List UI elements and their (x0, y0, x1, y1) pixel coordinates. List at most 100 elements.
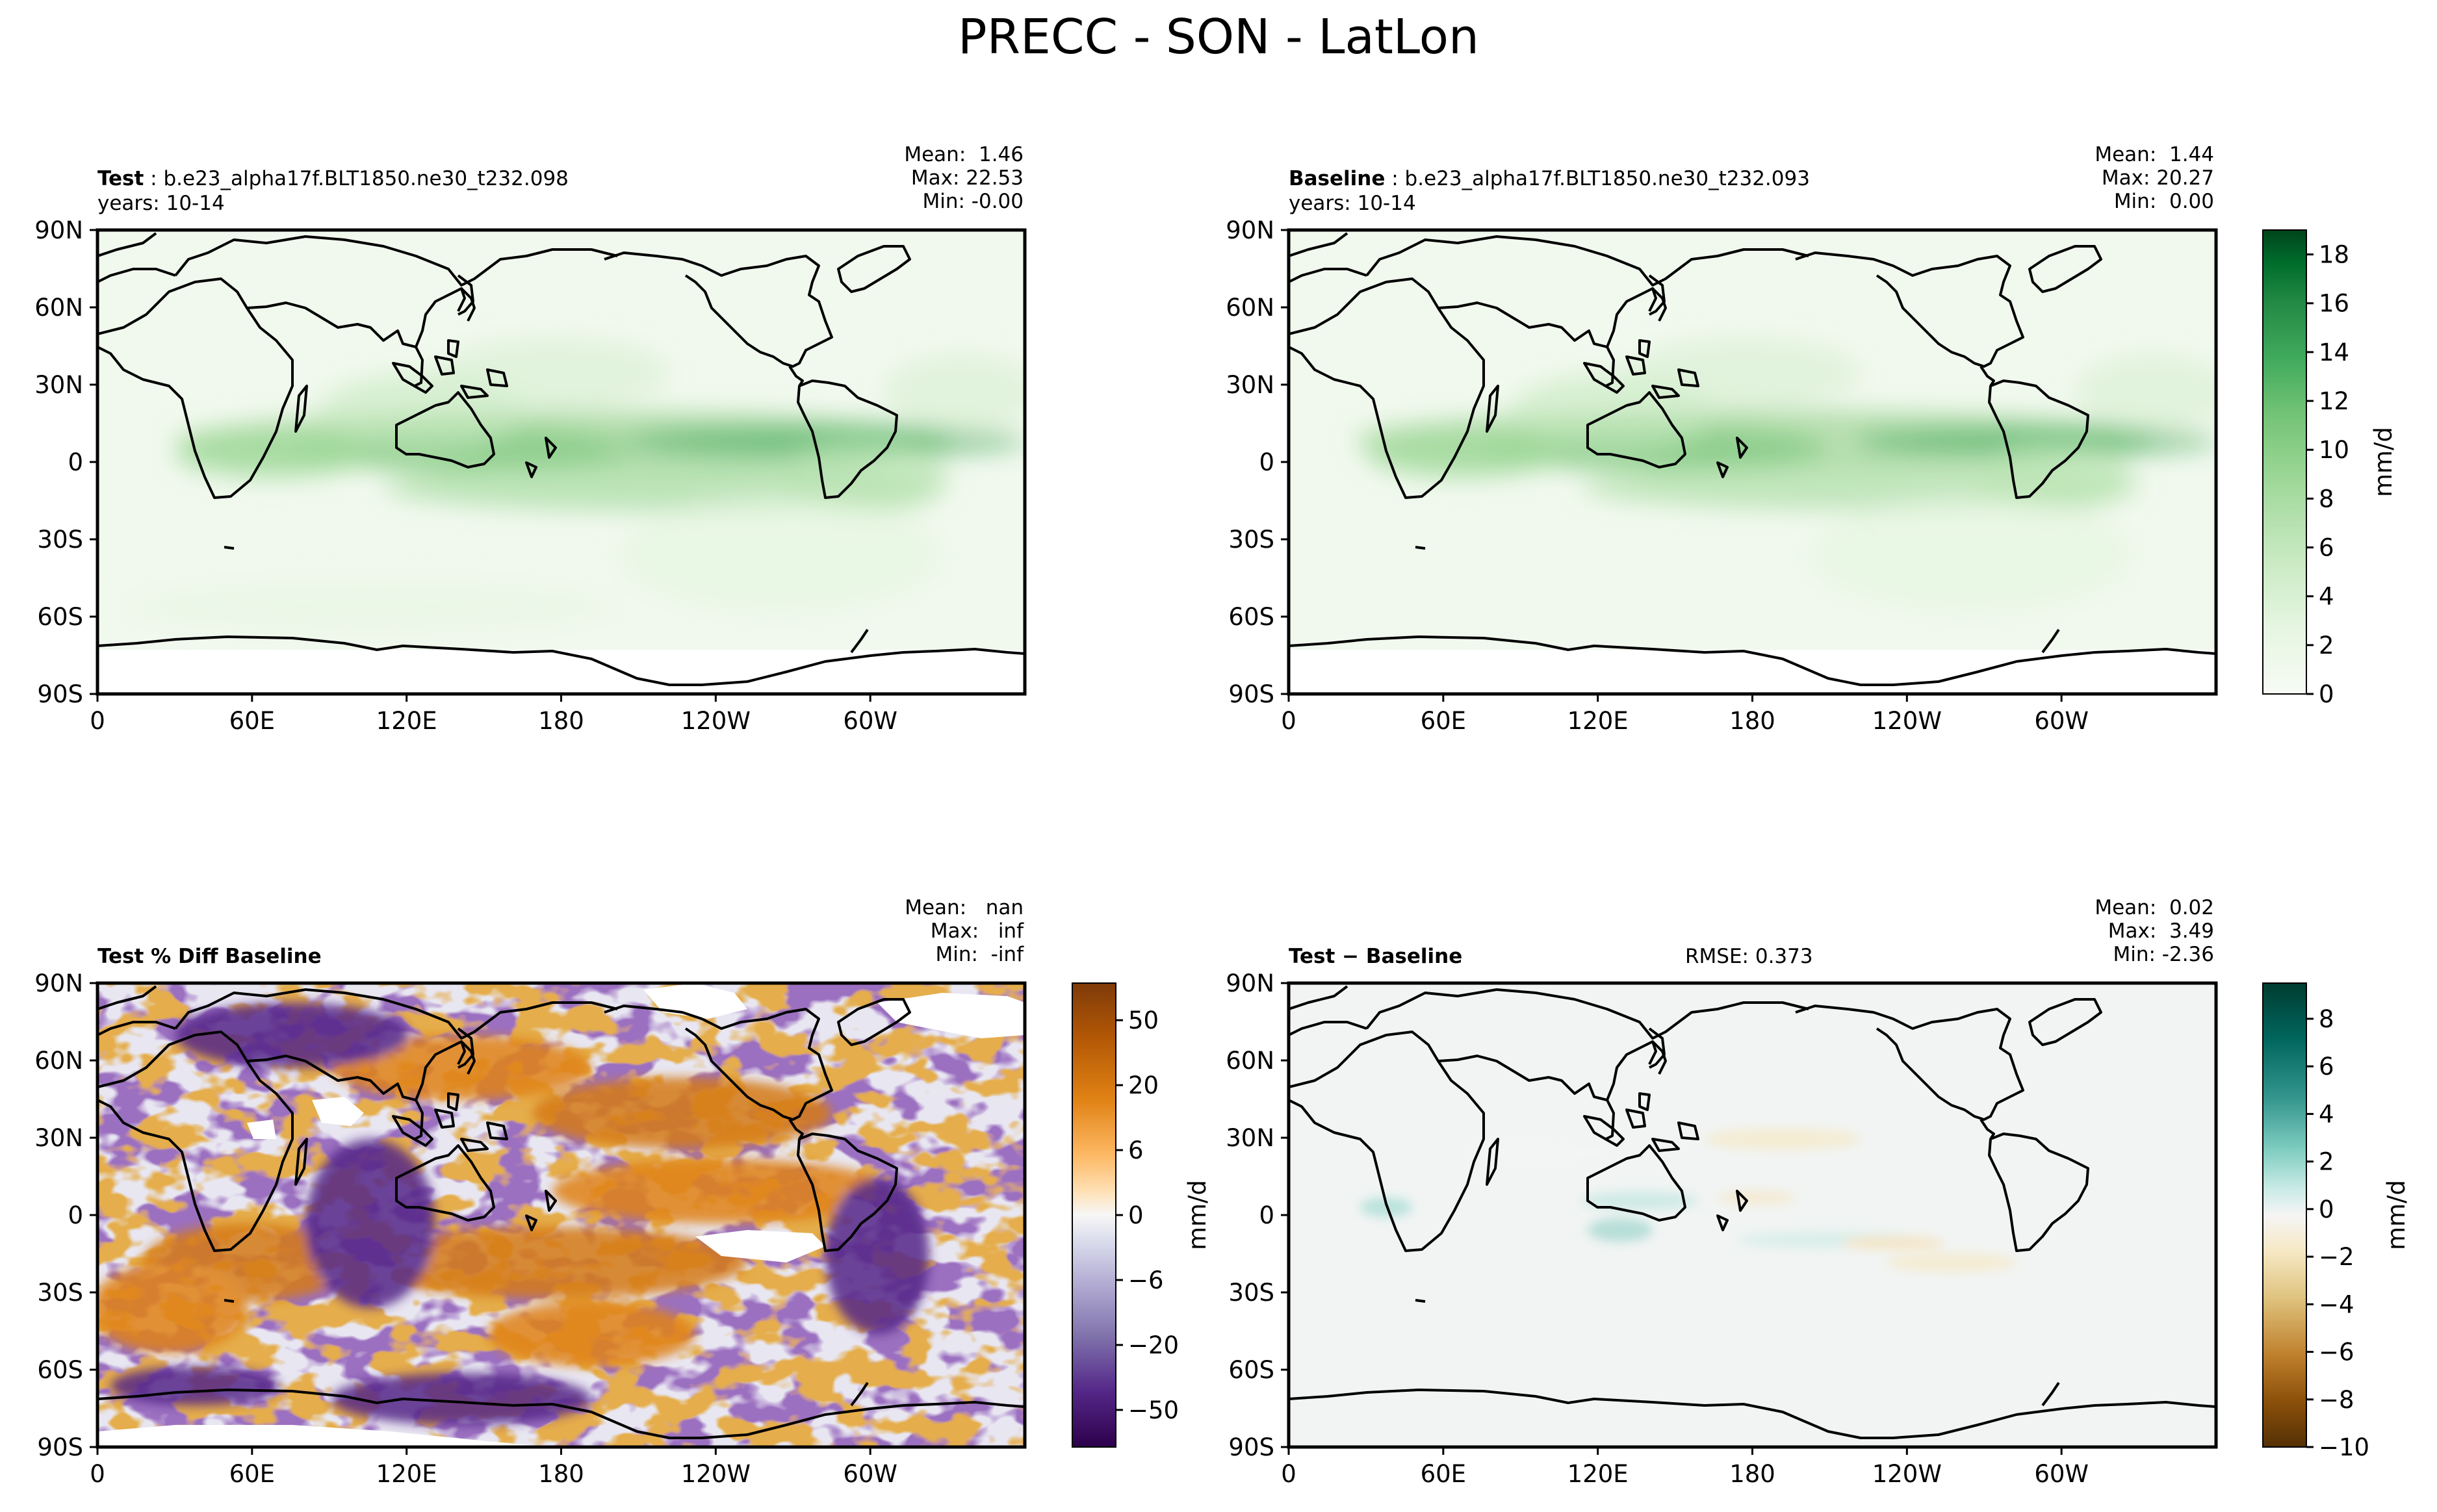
lon-tick-label: 60W (843, 1460, 897, 1488)
lon-tick-label: 60E (1421, 1460, 1466, 1488)
cb-tick-label: 18 (2319, 241, 2349, 269)
lon-tick-label: 0 (1281, 1460, 1296, 1488)
cb-tick-label: −6 (2319, 1339, 2354, 1366)
cb-tick-label: 8 (2319, 1005, 2334, 1033)
test-label: Test (97, 167, 144, 190)
lat-tick-label: 30S (1228, 526, 1274, 554)
diff-max: Max: 3.49 (2108, 919, 2214, 943)
pctdiff-max: Max: inf (930, 919, 1024, 943)
baseline-mean: Mean: 1.44 (2095, 143, 2214, 166)
test-mean: Mean: 1.46 (904, 143, 1024, 166)
lat-tick-label: 0 (68, 1201, 83, 1229)
lon-tick-label: 120W (1872, 707, 1942, 735)
baseline-max: Max: 20.27 (2101, 166, 2214, 190)
precip-colorbar (2262, 229, 2307, 695)
cb-tick-label: 2 (2319, 1148, 2334, 1176)
baseline-map-panel (1287, 228, 2218, 696)
lon-tick-label: 180 (538, 707, 584, 735)
lon-tick-label: 0 (1281, 707, 1296, 735)
colorbar-units-label: mm/d (2382, 1180, 2410, 1250)
pctdiff-mean: Mean: nan (905, 896, 1024, 919)
diff-mean: Mean: 0.02 (2095, 896, 2214, 919)
lon-tick-label: 120E (376, 1460, 437, 1488)
lon-tick-label: 120W (1872, 1460, 1942, 1488)
pctdiff-map-panel (96, 981, 1027, 1449)
pct-colorbar (1072, 982, 1116, 1448)
colorbar-units-label: mm/d (2369, 427, 2397, 497)
pctdiff-min: Min: -inf (935, 943, 1024, 966)
diff-min: Min: -2.36 (2113, 943, 2214, 966)
cb-tick-label: 12 (2319, 387, 2349, 415)
lat-tick-label: 30N (34, 1124, 83, 1152)
baseline-label: Baseline (1289, 167, 1386, 190)
lat-tick-label: 60S (1228, 603, 1274, 631)
figure-title: PRECC - SON - LatLon (958, 9, 1479, 65)
cb-tick-label: −50 (1128, 1396, 1179, 1424)
cb-tick-label: 4 (2319, 583, 2334, 611)
baseline-case: b.e23_alpha17f.BLT1850.ne30_t232.093 (1404, 167, 1810, 190)
cb-tick-label: 14 (2319, 339, 2349, 366)
lat-tick-label: 90N (1226, 216, 1274, 244)
test-max: Max: 22.53 (910, 166, 1024, 190)
cb-tick-label: 0 (1128, 1201, 1144, 1229)
lon-tick-label: 180 (538, 1460, 584, 1488)
lon-tick-label: 60E (1421, 707, 1466, 735)
lat-tick-label: 60S (37, 1356, 83, 1384)
cb-tick-label: 20 (1128, 1071, 1159, 1099)
lat-tick-label: 60S (1228, 1356, 1274, 1384)
lat-tick-label: 30N (1226, 1124, 1274, 1152)
test-years: years: 10-14 (97, 192, 225, 215)
lat-tick-label: 30N (34, 371, 83, 399)
cb-tick-label: 6 (1128, 1136, 1144, 1164)
lon-tick-label: 0 (90, 1460, 105, 1488)
cb-tick-label: 6 (2319, 1053, 2334, 1081)
cb-tick-label: −8 (2319, 1386, 2354, 1414)
cb-tick-label: 10 (2319, 436, 2349, 464)
cb-tick-label: 4 (2319, 1100, 2334, 1128)
baseline-years: years: 10-14 (1289, 192, 1416, 215)
baseline-header: Baseline : b.e23_alpha17f.BLT1850.ne30_t… (1289, 167, 1810, 190)
test-map-panel (96, 228, 1027, 696)
lat-tick-label: 0 (1259, 1201, 1274, 1229)
pctdiff-label: Test % Diff Baseline (97, 945, 322, 968)
lat-tick-label: 60N (1226, 294, 1274, 322)
lat-tick-label: 60N (34, 294, 83, 322)
lat-tick-label: 90N (1226, 969, 1274, 997)
lon-tick-label: 180 (1729, 1460, 1775, 1488)
cb-tick-label: 0 (2319, 1196, 2334, 1224)
diff-label: Test − Baseline (1289, 945, 1463, 968)
cb-tick-label: −10 (2319, 1433, 2369, 1461)
lat-tick-label: 90N (34, 216, 83, 244)
cb-tick-label: 50 (1128, 1006, 1159, 1034)
lat-tick-label: 90S (1228, 680, 1274, 708)
lat-tick-label: 30S (37, 526, 83, 554)
cb-tick-label: −4 (2319, 1290, 2354, 1318)
lat-tick-label: 0 (68, 448, 83, 476)
lon-tick-label: 120W (681, 1460, 751, 1488)
lat-tick-label: 60N (1226, 1047, 1274, 1075)
diff-colorbar (2262, 982, 2307, 1448)
cb-tick-label: 6 (2319, 534, 2334, 562)
lon-tick-label: 60W (2034, 707, 2089, 735)
lon-tick-label: 60W (843, 707, 897, 735)
lon-tick-label: 120W (681, 707, 751, 735)
cb-tick-label: 8 (2319, 485, 2334, 513)
cb-tick-label: 16 (2319, 290, 2349, 318)
lat-tick-label: 60N (34, 1047, 83, 1075)
lat-tick-label: 90S (1228, 1433, 1274, 1461)
lat-tick-label: 60S (37, 603, 83, 631)
lon-tick-label: 60E (229, 1460, 275, 1488)
lon-tick-label: 120E (376, 707, 437, 735)
test-case: b.e23_alpha17f.BLT1850.ne30_t232.098 (163, 167, 569, 190)
lon-tick-label: 60W (2034, 1460, 2089, 1488)
test-header: Test : b.e23_alpha17f.BLT1850.ne30_t232.… (97, 167, 569, 190)
lat-tick-label: 90N (34, 969, 83, 997)
lon-tick-label: 60E (229, 707, 275, 735)
cb-tick-label: 2 (2319, 632, 2334, 660)
lon-tick-label: 0 (90, 707, 105, 735)
cb-tick-label: 0 (2319, 680, 2334, 708)
cb-tick-label: −6 (1128, 1266, 1164, 1294)
colorbar-units-label: mm/d (1183, 1180, 1211, 1250)
baseline-min: Min: 0.00 (2113, 190, 2214, 213)
